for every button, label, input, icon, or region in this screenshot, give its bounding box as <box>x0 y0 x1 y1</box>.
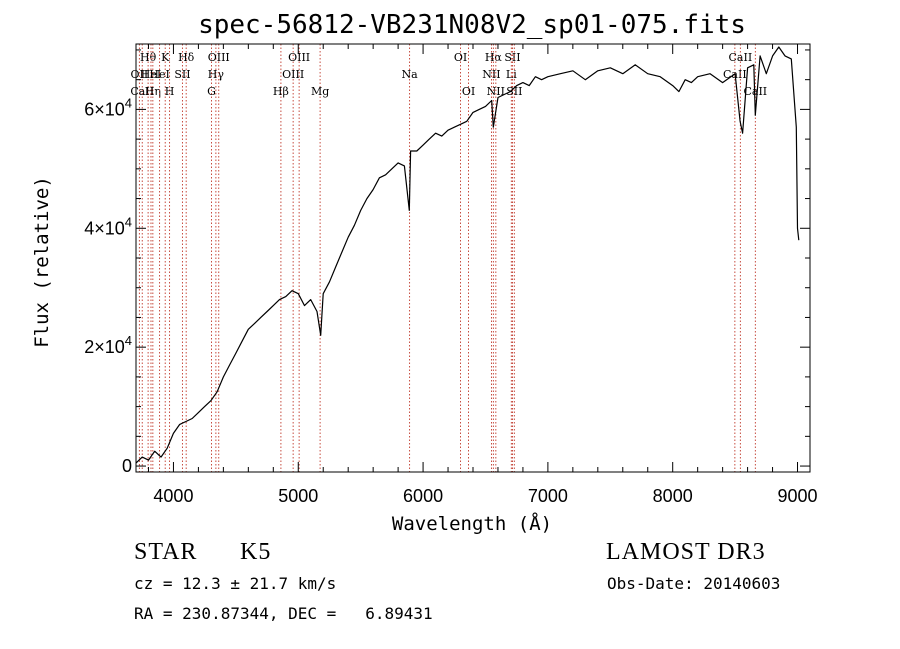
line-label: SII <box>506 85 522 98</box>
redshift-text: cz = 12.3 ± 21.7 km/s <box>134 574 337 593</box>
line-label: OI <box>462 85 475 98</box>
line-label: CaII <box>729 51 753 64</box>
plot-area <box>135 46 800 464</box>
line-label: OIII <box>208 51 230 64</box>
plot-frame <box>135 43 811 473</box>
y-tick-label: 2×104 <box>84 333 132 357</box>
line-label: NII <box>482 68 500 81</box>
axes: 4000 5000 6000 7000 8000 9000 0 2×104 4×104 6×104 <box>84 43 818 506</box>
x-axis-label: Wavelength (Å) <box>392 512 552 535</box>
line-label: OII <box>131 68 149 81</box>
line-label: OIII <box>288 51 310 64</box>
x-tick-label: 7000 <box>528 486 568 506</box>
line-label: K <box>161 51 170 64</box>
x-tick-label: 4000 <box>153 486 193 506</box>
object-subclass: K5 <box>240 539 272 565</box>
line-label: Hδ <box>178 51 195 64</box>
line-label: Hβ <box>273 85 289 98</box>
spectral-line-markers: OIICaIIHθHeIHηHeIKHSIIHδGHγOIIIHβOIIIOII… <box>130 44 767 472</box>
survey-name: LAMOST DR3 <box>606 539 766 565</box>
line-label: Hα <box>485 51 503 64</box>
line-label: G <box>207 85 216 98</box>
line-label: Na <box>402 68 419 81</box>
x-tick-label: 6000 <box>403 486 443 506</box>
y-tick-label: 6×104 <box>84 95 132 119</box>
flux-series <box>135 46 800 464</box>
y-tick-label: 4×104 <box>84 214 132 238</box>
object-class: STAR <box>134 539 198 565</box>
line-label: HeI <box>141 68 161 81</box>
y-axis-label: Flux (relative) <box>31 176 53 348</box>
line-label: Hθ <box>140 51 157 64</box>
line-label: HeI <box>149 68 169 81</box>
line-label: OI <box>454 51 467 64</box>
line-label: SII <box>174 68 190 81</box>
x-tick-label: 9000 <box>777 486 817 506</box>
line-label: CaII <box>743 85 767 98</box>
line-label: Li <box>506 68 517 81</box>
x-tick-label: 5000 <box>278 486 318 506</box>
line-label: OIII <box>282 68 304 81</box>
line-label: Hγ <box>208 68 225 81</box>
chart-title: spec-56812-VB231N08V2_sp01-075.fits <box>198 10 746 40</box>
line-label: H <box>165 85 175 98</box>
coordinates: RA = 230.87344, DEC = 6.89431 <box>134 604 433 623</box>
obs-date: Obs-Date: 20140603 <box>607 574 781 593</box>
line-label: SII <box>504 51 520 64</box>
line-label: Hη <box>145 85 161 98</box>
y-tick-label: 0 <box>122 456 132 476</box>
line-label: Mg <box>311 85 329 98</box>
line-label: NII <box>487 85 505 98</box>
x-tick-label: 8000 <box>653 486 693 506</box>
